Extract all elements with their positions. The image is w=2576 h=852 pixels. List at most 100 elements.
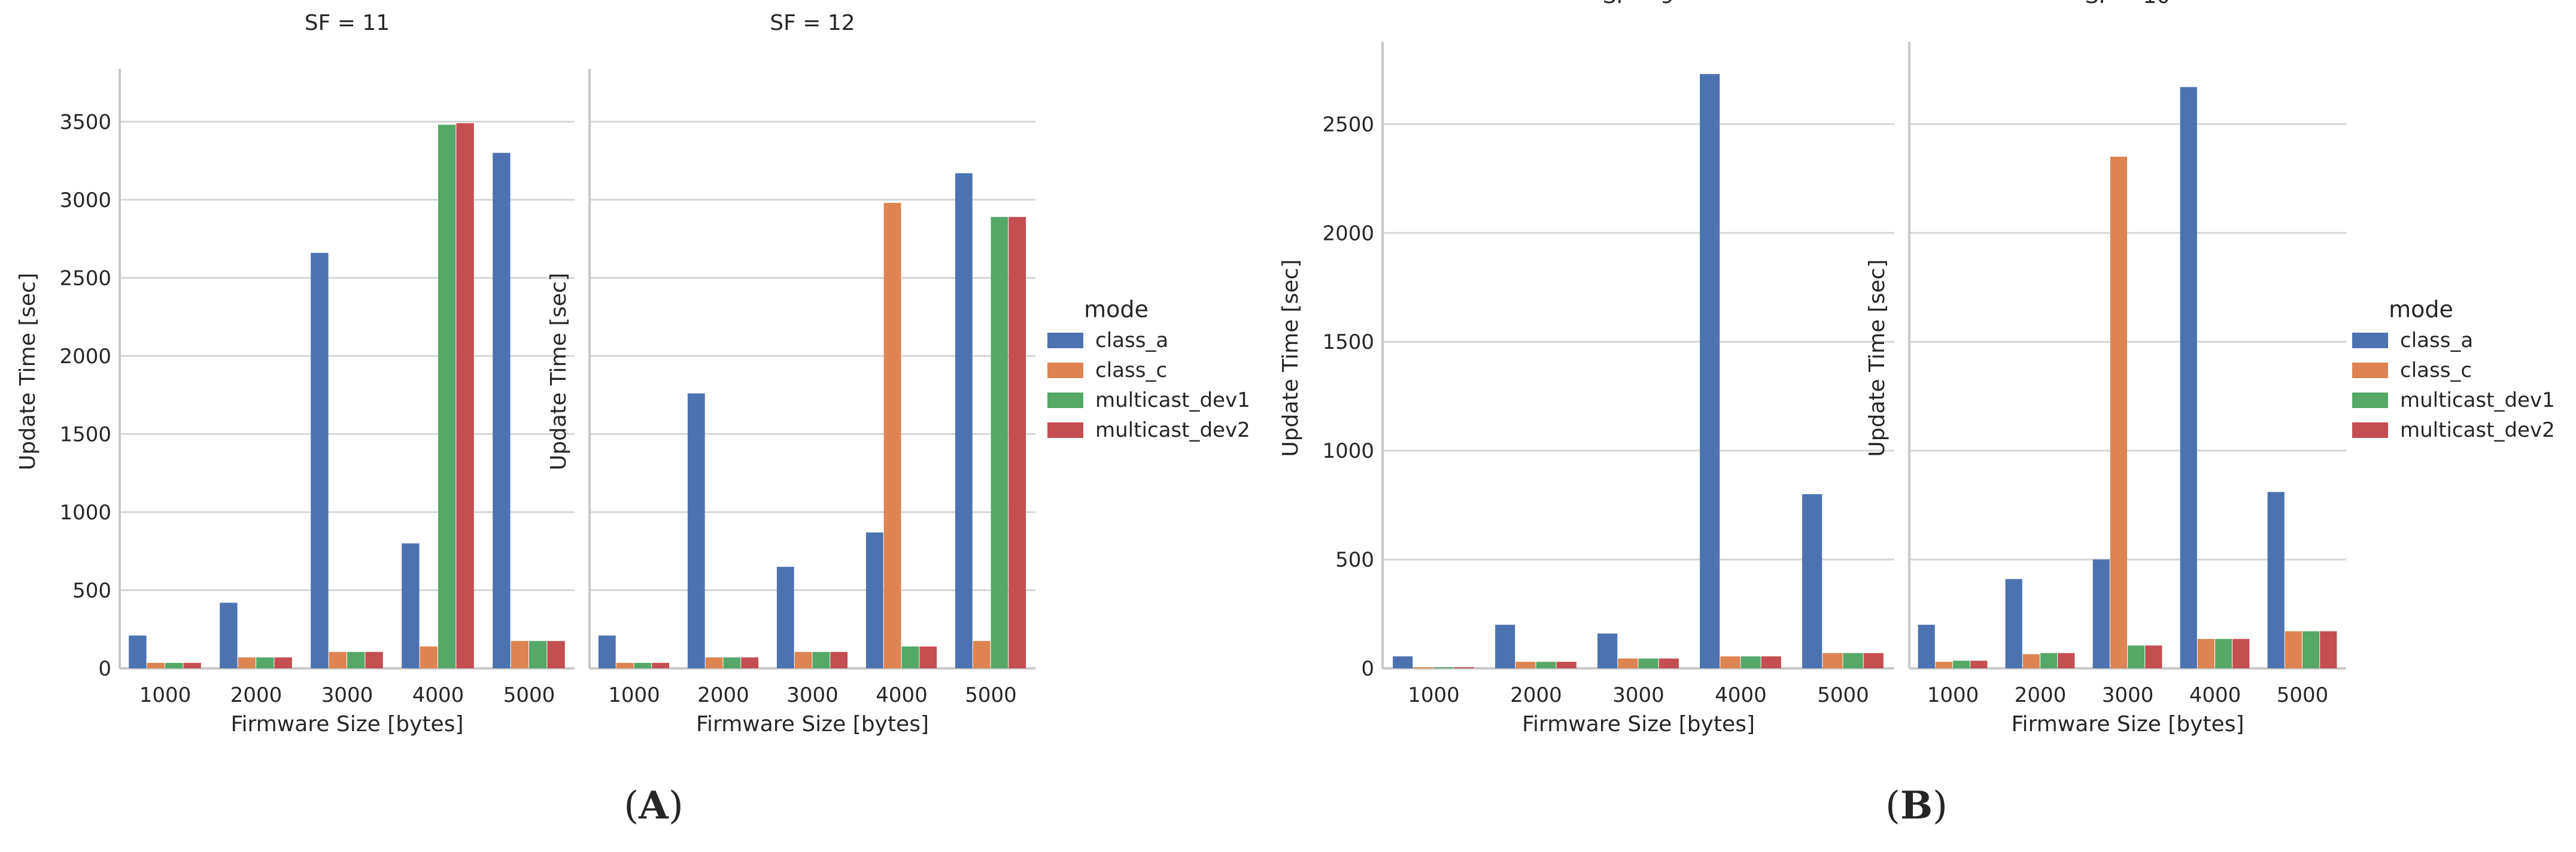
bar-multicast_dev1-5000 — [2302, 631, 2320, 668]
bar-multicast_dev1-4000 — [2215, 638, 2232, 668]
bar-class_a-4000 — [865, 532, 883, 668]
legend-label: class_c — [1095, 358, 1167, 382]
legend-swatch-multicast_dev1 — [1047, 392, 1083, 408]
y-axis-label: Update Time [sec] — [546, 273, 571, 470]
bar-multicast_dev1-4000 — [438, 124, 456, 668]
x-axis-label: Firmware Size [bytes] — [1522, 712, 1755, 737]
x-tick-label: 2000 — [697, 683, 749, 707]
x-tick-label: 5000 — [503, 683, 555, 707]
legend-label: multicast_dev2 — [2400, 418, 2555, 442]
y-tick-label: 2500 — [59, 266, 111, 290]
panel-title: SF = 10 — [2085, 0, 2170, 8]
legend-label: multicast_dev1 — [1095, 388, 1250, 412]
legend-label: class_a — [2400, 328, 2473, 352]
x-tick-label: 1000 — [1927, 683, 1979, 707]
bar-class_c-3000 — [794, 652, 812, 668]
bar-multicast_dev1-4000 — [901, 646, 919, 668]
bar-class_a-2000 — [220, 603, 238, 668]
bar-class_a-2000 — [1495, 625, 1515, 668]
bar-multicast_dev1-5000 — [991, 217, 1008, 669]
bar-multicast_dev1-1000 — [1953, 661, 1970, 668]
x-tick-label: 4000 — [1715, 683, 1767, 707]
bar-class_c-1000 — [147, 662, 165, 668]
bar-class_a-5000 — [1802, 494, 1822, 668]
bar-class_a-3000 — [776, 567, 794, 668]
bar-multicast_dev1-3000 — [2128, 645, 2145, 668]
legend-label: multicast_dev2 — [1095, 418, 1250, 442]
bar-class_c-1000 — [1935, 662, 1952, 668]
x-tick-label: 3000 — [786, 683, 839, 707]
bar-multicast_dev1-4000 — [1740, 656, 1761, 668]
bar-class_c-3000 — [1618, 658, 1638, 668]
x-tick-label: 5000 — [965, 683, 1017, 707]
y-axis-label: Update Time [sec] — [1278, 259, 1303, 457]
bar-class_a-4000 — [2180, 87, 2197, 668]
x-tick-label: 3000 — [1612, 683, 1664, 707]
bar-multicast_dev2-3000 — [1658, 658, 1679, 668]
bar-multicast_dev2-5000 — [547, 641, 565, 668]
bar-class_c-2000 — [1515, 662, 1536, 668]
y-tick-label: 1000 — [59, 501, 111, 525]
legends: mode class_a class_c multicast_dev1 multicas… — [1047, 296, 2555, 442]
caption-b: (B) — [1885, 783, 1948, 828]
bar-multicast_dev1-3000 — [347, 652, 365, 668]
bar-multicast_dev1-2000 — [2040, 653, 2058, 668]
bar-multicast_dev2-5000 — [2320, 631, 2337, 668]
caption-a: (A) — [624, 783, 684, 828]
legend-label: class_a — [1095, 328, 1168, 352]
y-tick-label: 2000 — [1322, 221, 1374, 245]
legend: mode class_a class_c multicast_dev1 multicas… — [1047, 296, 1250, 442]
x-tick-label: 5000 — [2277, 683, 2329, 707]
y-tick-label: 1000 — [1322, 439, 1374, 463]
x-tick-label: 2000 — [2015, 683, 2067, 707]
y-tick-label: 0 — [98, 657, 111, 681]
bar-class_a-3000 — [311, 252, 329, 669]
x-tick-label: 4000 — [412, 683, 464, 707]
legend: mode class_a class_c multicast_dev1 multicas… — [2352, 296, 2555, 442]
x-axis-label: Firmware Size [bytes] — [2011, 712, 2244, 737]
bar-class_a-4000 — [402, 543, 420, 668]
legend-swatch-class_c — [2352, 363, 2388, 378]
bar-class_c-5000 — [2285, 631, 2302, 668]
bar-multicast_dev2-2000 — [274, 657, 292, 668]
bar-multicast_dev2-2000 — [2058, 653, 2075, 668]
bar-multicast_dev2-1000 — [1970, 661, 1988, 668]
chart-panel: 1000 2000 3000 4000 5000 SF = 12 Firmware Size… — [546, 11, 1035, 737]
bar-class_c-4000 — [420, 646, 438, 668]
x-tick-label: 2000 — [230, 683, 282, 707]
bar-class_c-3000 — [2110, 156, 2127, 668]
bar-class_c-4000 — [1720, 656, 1740, 668]
bar-multicast_dev1-2000 — [256, 657, 274, 668]
bar-multicast_dev1-1000 — [1433, 667, 1454, 668]
bar-class_c-2000 — [705, 657, 723, 668]
bar-multicast_dev2-4000 — [919, 646, 937, 668]
bar-class_c-1000 — [616, 662, 634, 668]
x-tick-label: 4000 — [2189, 683, 2241, 707]
bar-multicast_dev1-2000 — [723, 657, 741, 668]
panel-title: SF = 9 — [1603, 0, 1675, 8]
y-tick-label: 2500 — [1322, 112, 1374, 136]
x-tick-label: 5000 — [1817, 683, 1869, 707]
bar-class_c-2000 — [238, 657, 256, 668]
legend-swatch-multicast_dev2 — [2352, 422, 2388, 438]
bar-class_a-5000 — [2267, 492, 2285, 668]
bar-class_c-3000 — [329, 652, 347, 668]
legend-swatch-multicast_dev2 — [1047, 422, 1083, 438]
bar-class_a-5000 — [493, 153, 511, 668]
bar-multicast_dev2-4000 — [456, 123, 474, 668]
bar-multicast_dev1-5000 — [529, 641, 547, 668]
x-tick-label: 1000 — [139, 683, 192, 707]
bar-multicast_dev2-3000 — [365, 652, 383, 668]
x-axis-label: Firmware Size [bytes] — [696, 712, 929, 737]
bar-multicast_dev2-2000 — [741, 657, 759, 668]
bar-multicast_dev1-2000 — [1536, 662, 1556, 668]
chart-panel: 0 500 1000 1500 2000 2500 1000 2000 3000 4000 5000… — [1278, 0, 1894, 737]
bar-class_c-2000 — [2022, 654, 2040, 668]
legend-label: class_c — [2400, 358, 2472, 382]
y-tick-label: 3500 — [59, 110, 111, 134]
legend-swatch-class_c — [1047, 363, 1083, 378]
chart-panels: 0 500 1000 1500 2000 2500 3000 3500 1000 2000 3000… — [16, 0, 2346, 737]
legend-title: mode — [2389, 296, 2453, 322]
y-tick-label: 2000 — [59, 345, 111, 369]
